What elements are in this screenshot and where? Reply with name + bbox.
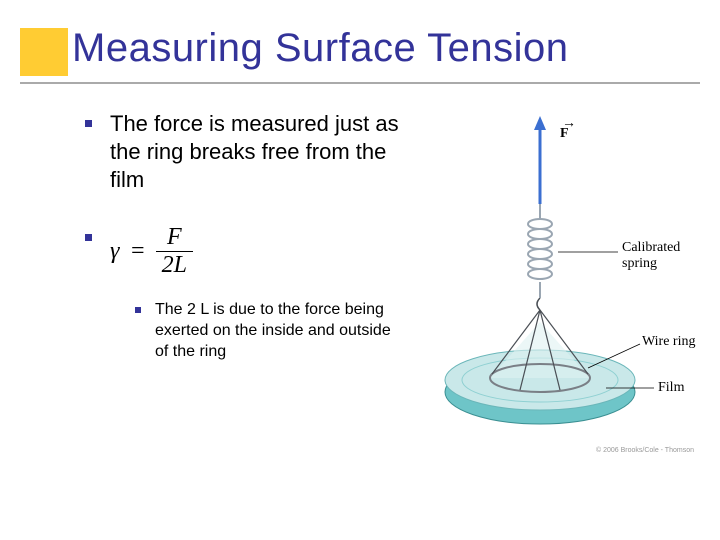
spring-label: Calibrated spring bbox=[622, 240, 700, 272]
square-bullet-icon bbox=[85, 120, 92, 127]
force-vector-label: → F bbox=[560, 126, 569, 142]
formula-numerator: F bbox=[161, 224, 188, 250]
formula: γ = F 2L bbox=[110, 224, 193, 278]
formula-fraction: F 2L bbox=[156, 224, 193, 278]
square-bullet-icon bbox=[85, 234, 92, 241]
formula-eq: = bbox=[129, 238, 145, 265]
formula-lhs: γ bbox=[110, 238, 119, 265]
accent-block bbox=[20, 28, 68, 76]
sub-bullet: The 2 L is due to the force being exerte… bbox=[135, 299, 395, 362]
apparatus-figure: → F Calibrated spring Wire ring Film © 2… bbox=[430, 112, 700, 442]
film-label: Film bbox=[658, 380, 684, 396]
formula-denominator: 2L bbox=[156, 252, 193, 278]
ring-label: Wire ring bbox=[642, 334, 695, 350]
sub-bullet-text: The 2 L is due to the force being exerte… bbox=[155, 299, 395, 362]
copyright-text: © 2006 Brooks/Cole - Thomson bbox=[596, 447, 694, 454]
title-rule bbox=[20, 82, 700, 84]
bullet-1-text: The force is measured just as the ring b… bbox=[110, 110, 415, 194]
square-bullet-icon bbox=[135, 307, 141, 313]
page-title: Measuring Surface Tension bbox=[72, 26, 568, 71]
bullet-2: γ = F 2L bbox=[85, 224, 415, 278]
text-content: The force is measured just as the ring b… bbox=[85, 110, 415, 362]
bullet-1: The force is measured just as the ring b… bbox=[85, 110, 415, 194]
